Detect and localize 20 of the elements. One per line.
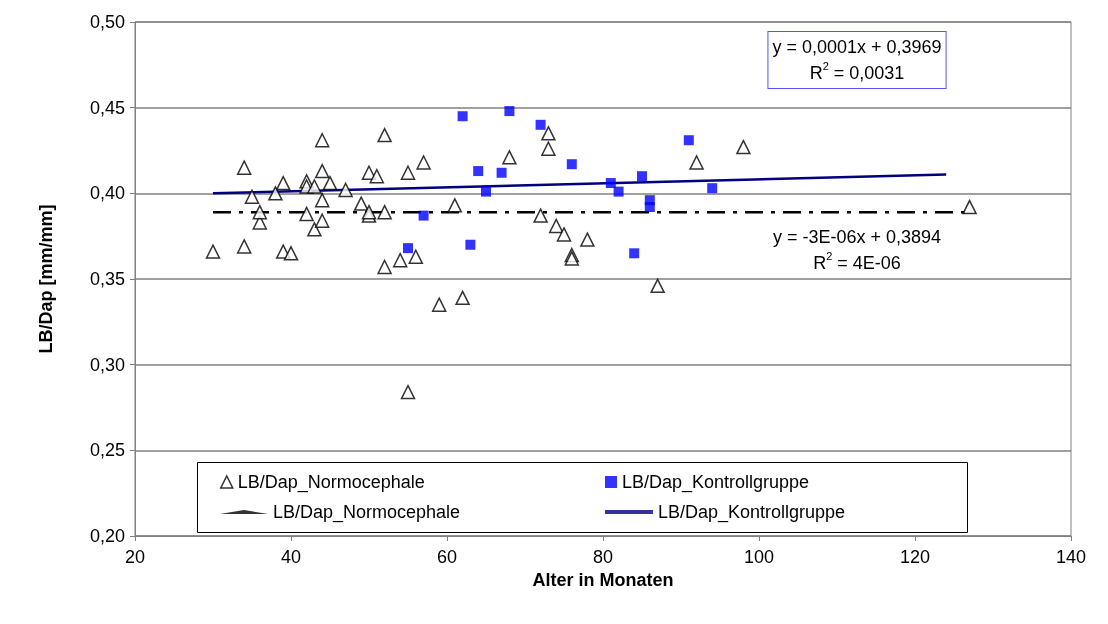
y-tick-label: 0,50: [89, 12, 125, 32]
legend-label: LB/Dap_Kontrollgruppe: [622, 472, 810, 493]
x-tick-label: 120: [899, 547, 931, 567]
y-tick-label: 0,35: [89, 269, 125, 289]
x-tick-label: 60: [436, 547, 458, 567]
y-tick-label: 0,25: [89, 440, 125, 461]
y-tick-label: 0,40: [89, 183, 125, 204]
x-tick-label: 140: [1055, 547, 1087, 567]
x-tick-label: 40: [280, 547, 302, 567]
x-tick-label: 100: [743, 547, 775, 567]
x-tick-label: 80: [592, 547, 614, 567]
y-tick-label: 0,30: [89, 354, 125, 375]
y-tick-label: 0,20: [89, 526, 125, 546]
legend-label: LB/Dap_Normocephale: [237, 472, 425, 493]
x-axis-title: Alter in Monaten: [532, 569, 674, 590]
legend-label: LB/Dap_Normocephale: [273, 502, 461, 523]
legend-label: LB/Dap_Kontrollgruppe: [658, 502, 846, 523]
y-tick-label: 0,45: [89, 97, 125, 118]
y-axis-title: LB/Dap [mm/mm]: [36, 204, 56, 354]
x-tick-label: 20: [124, 547, 146, 567]
